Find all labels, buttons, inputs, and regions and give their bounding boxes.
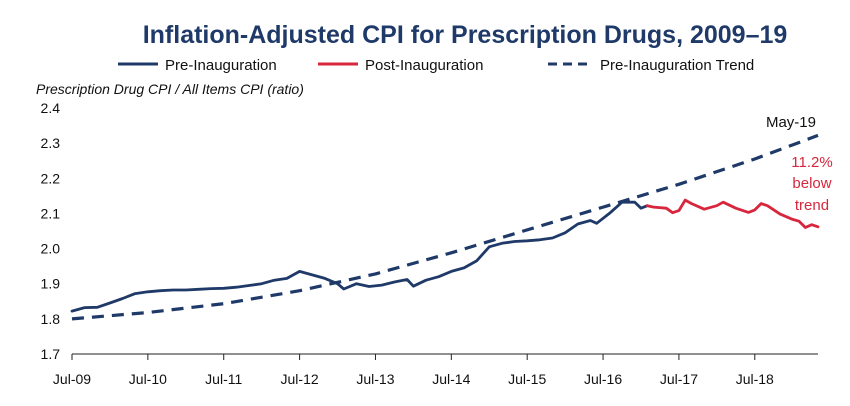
x-tick-label: Jul-13 — [356, 371, 394, 387]
annotation-percent: 11.2% — [791, 154, 832, 171]
y-axis-label: Prescription Drug CPI / All Items CPI (r… — [36, 81, 304, 97]
chart-title: Inflation-Adjusted CPI for Prescription … — [143, 21, 788, 49]
y-tick-label: 2.3 — [41, 135, 61, 151]
y-tick-label: 1.8 — [41, 311, 61, 327]
y-tick-label: 2.2 — [41, 170, 61, 186]
x-tick-label: Jul-11 — [205, 371, 242, 387]
y-tick-label: 2.4 — [41, 100, 61, 116]
annotation-below: below — [792, 175, 831, 192]
x-tick-label: Jul-16 — [584, 371, 622, 387]
x-axis: Jul-09 Jul-10 Jul-11 Jul-12 Jul-13 Jul-14 Jul-… — [53, 353, 818, 387]
legend-label-pre-inauguration: Pre-Inauguration — [165, 57, 277, 74]
annotation-trend: trend — [795, 197, 829, 214]
series-line-trend — [71, 133, 819, 321]
x-tick-label: Jul-12 — [281, 371, 319, 387]
annotations: May-19 11.2% below trend — [766, 114, 833, 214]
series-line-pre-inauguration — [70, 200, 649, 313]
x-tick-label: Jul-14 — [432, 371, 470, 387]
y-tick-label: 2.0 — [41, 241, 61, 257]
y-tick-label: 1.9 — [41, 276, 61, 292]
x-tick-label: Jul-18 — [736, 371, 774, 387]
legend-label-trend: Pre-Inauguration Trend — [600, 57, 754, 74]
x-tick-label: Jul-10 — [129, 371, 167, 387]
y-tick-label: 2.1 — [41, 205, 61, 221]
y-axis-ticks: 1.7 1.8 1.9 2.0 2.1 2.2 2.3 2.4 — [41, 100, 61, 362]
x-tick-label: Jul-09 — [53, 371, 91, 387]
legend: Pre-Inauguration Post-Inauguration Pre-I… — [118, 57, 754, 74]
plot-area — [70, 133, 820, 321]
series-line-post-inauguration — [645, 198, 820, 229]
x-tick-label: Jul-17 — [660, 371, 698, 387]
legend-label-post-inauguration: Post-Inauguration — [365, 57, 483, 74]
y-tick-label: 1.7 — [41, 346, 61, 362]
annotation-end-date: May-19 — [766, 114, 816, 131]
x-tick-label: Jul-15 — [508, 371, 546, 387]
